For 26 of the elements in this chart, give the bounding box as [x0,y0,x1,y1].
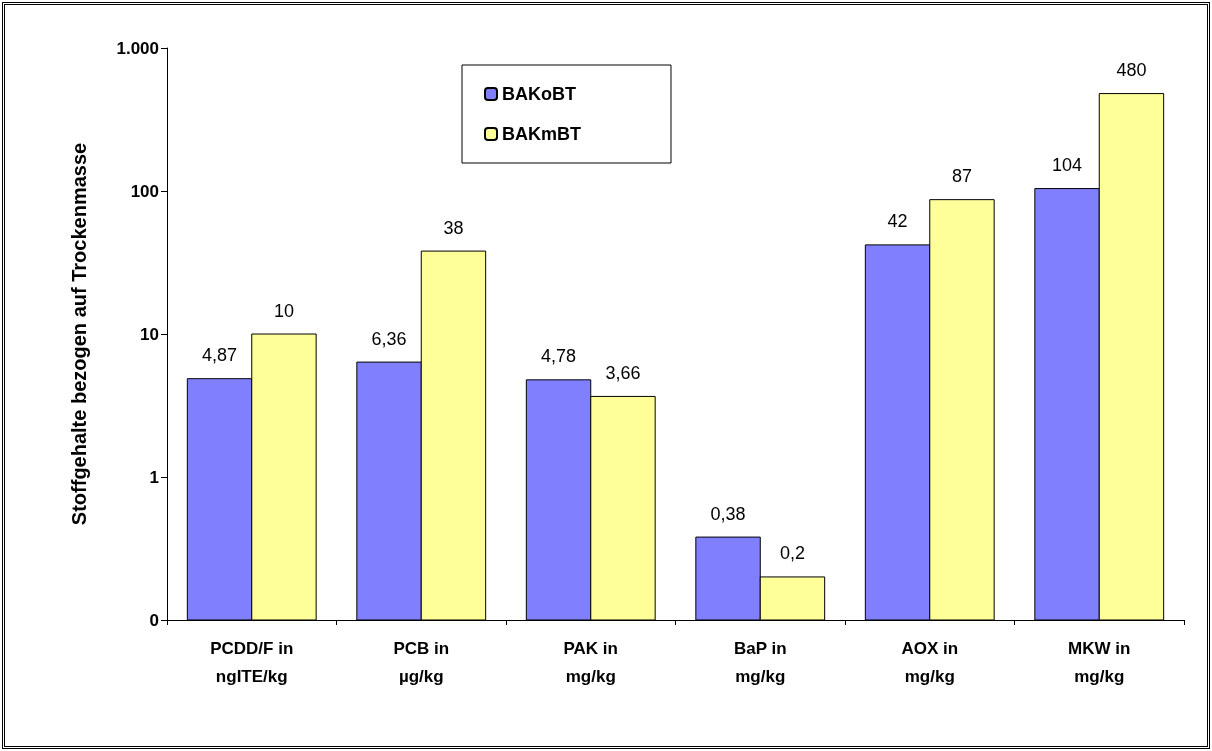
data-label: 87 [951,166,972,187]
y-tick-label: 100 [130,181,159,201]
data-label: 38 [443,217,464,238]
data-label: 4,87 [202,345,238,366]
data-label: 0,2 [779,543,805,564]
legend-label: BAKoBT [502,84,576,104]
x-tick-label: PAK in mg/kg [563,638,618,686]
data-label: 6,36 [371,328,407,349]
data-label: 4,78 [541,346,577,367]
data-label: 104 [1052,155,1083,176]
data-label: 0,38 [710,503,746,524]
data-label: 10 [273,300,294,321]
x-tick-label: BaP in mg/kg [733,638,787,686]
x-tick-label: AOX in mg/kg [901,638,959,686]
y-axis-title: Stoffgehalte bezogen auf Trockenmasse [68,142,90,526]
y-tick-label: 10 [140,324,159,344]
y-tick-label: 0 [149,610,159,630]
y-tick-label: 1 [149,467,159,487]
y-tick-label: 1.000 [116,38,159,58]
legend-label: BAKmBT [502,124,581,144]
x-tick-label: PCDD/F in ngITE/kg [210,638,294,686]
data-label: 480 [1116,60,1147,81]
x-tick-label: PCB in µg/kg [393,638,450,686]
x-tick-label: MKW in mg/kg [1068,638,1131,686]
data-label: 42 [887,211,908,232]
data-label: 3,66 [605,362,641,383]
